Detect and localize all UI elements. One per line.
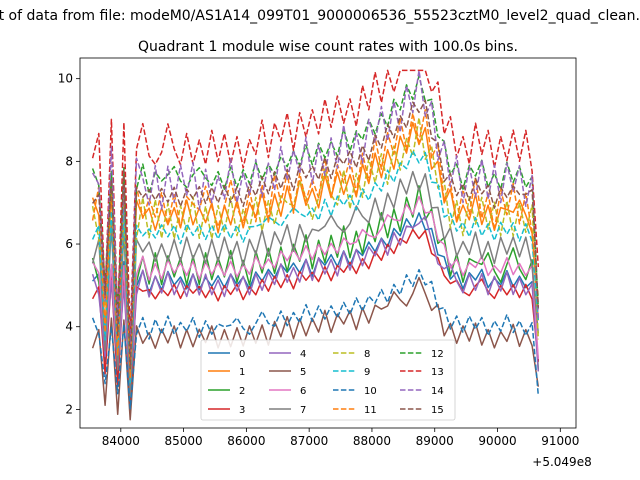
y-tick-label: 8 [65, 154, 73, 168]
x-tick-label: 88000 [353, 434, 391, 448]
series-line-6 [91, 195, 540, 386]
x-tick-label: 85000 [165, 434, 203, 448]
legend-label-2: 2 [239, 386, 245, 397]
x-tick-label: 84000 [102, 434, 140, 448]
y-tick-label: 6 [65, 237, 73, 251]
legend-label-0: 0 [239, 349, 245, 360]
legend-label-7: 7 [300, 405, 306, 416]
series-line-10 [91, 268, 540, 410]
legend-label-8: 8 [364, 349, 370, 360]
x-tick-label: 87000 [290, 434, 328, 448]
legend-label-6: 6 [300, 386, 306, 397]
chart-title: Quadrant 1 module wise count rates with … [138, 39, 518, 55]
series-line-4 [91, 215, 540, 393]
series-line-15 [91, 99, 540, 370]
legend-label-1: 1 [239, 367, 245, 378]
y-tick-label: 4 [65, 320, 73, 334]
series-line-2 [91, 185, 540, 382]
legend-label-3: 3 [239, 405, 245, 416]
y-axis-ticks: 2 4 6 8 10 [58, 72, 80, 416]
legend-label-11: 11 [364, 405, 377, 416]
x-tick-label: 86000 [227, 434, 265, 448]
series-line-14 [91, 69, 540, 355]
legend-label-10: 10 [364, 386, 377, 397]
legend-label-13: 13 [431, 367, 444, 378]
x-tick-label: 91000 [541, 434, 579, 448]
series-line-9 [91, 150, 540, 384]
legend-label-5: 5 [300, 367, 306, 378]
series-line-13 [91, 69, 540, 339]
suptitle: Plot of data from file: modeM0/AS1A14_09… [0, 8, 640, 24]
x-offset-text: +5.049e8 [532, 455, 591, 469]
legend-label-14: 14 [431, 386, 444, 397]
legend-label-12: 12 [431, 349, 444, 360]
x-axis-ticks: 84000 85000 86000 87000 88000 89000 90000 91000 [102, 428, 579, 448]
legend-label-15: 15 [431, 405, 444, 416]
y-tick-label: 10 [58, 72, 73, 86]
x-tick-label: 89000 [416, 434, 454, 448]
x-tick-label: 90000 [478, 434, 516, 448]
legend-frame [200, 339, 456, 421]
plot-area: 84000 85000 86000 87000 88000 89000 90000 91000… [58, 57, 579, 448]
series-line-8 [91, 116, 540, 357]
y-tick-label: 2 [65, 402, 73, 416]
legend-label-4: 4 [300, 349, 306, 360]
axes-frame [79, 57, 577, 429]
series-line-7 [91, 170, 540, 398]
legend-label-9: 9 [364, 367, 370, 378]
series-lines [91, 69, 540, 421]
series-line-3 [91, 228, 540, 409]
